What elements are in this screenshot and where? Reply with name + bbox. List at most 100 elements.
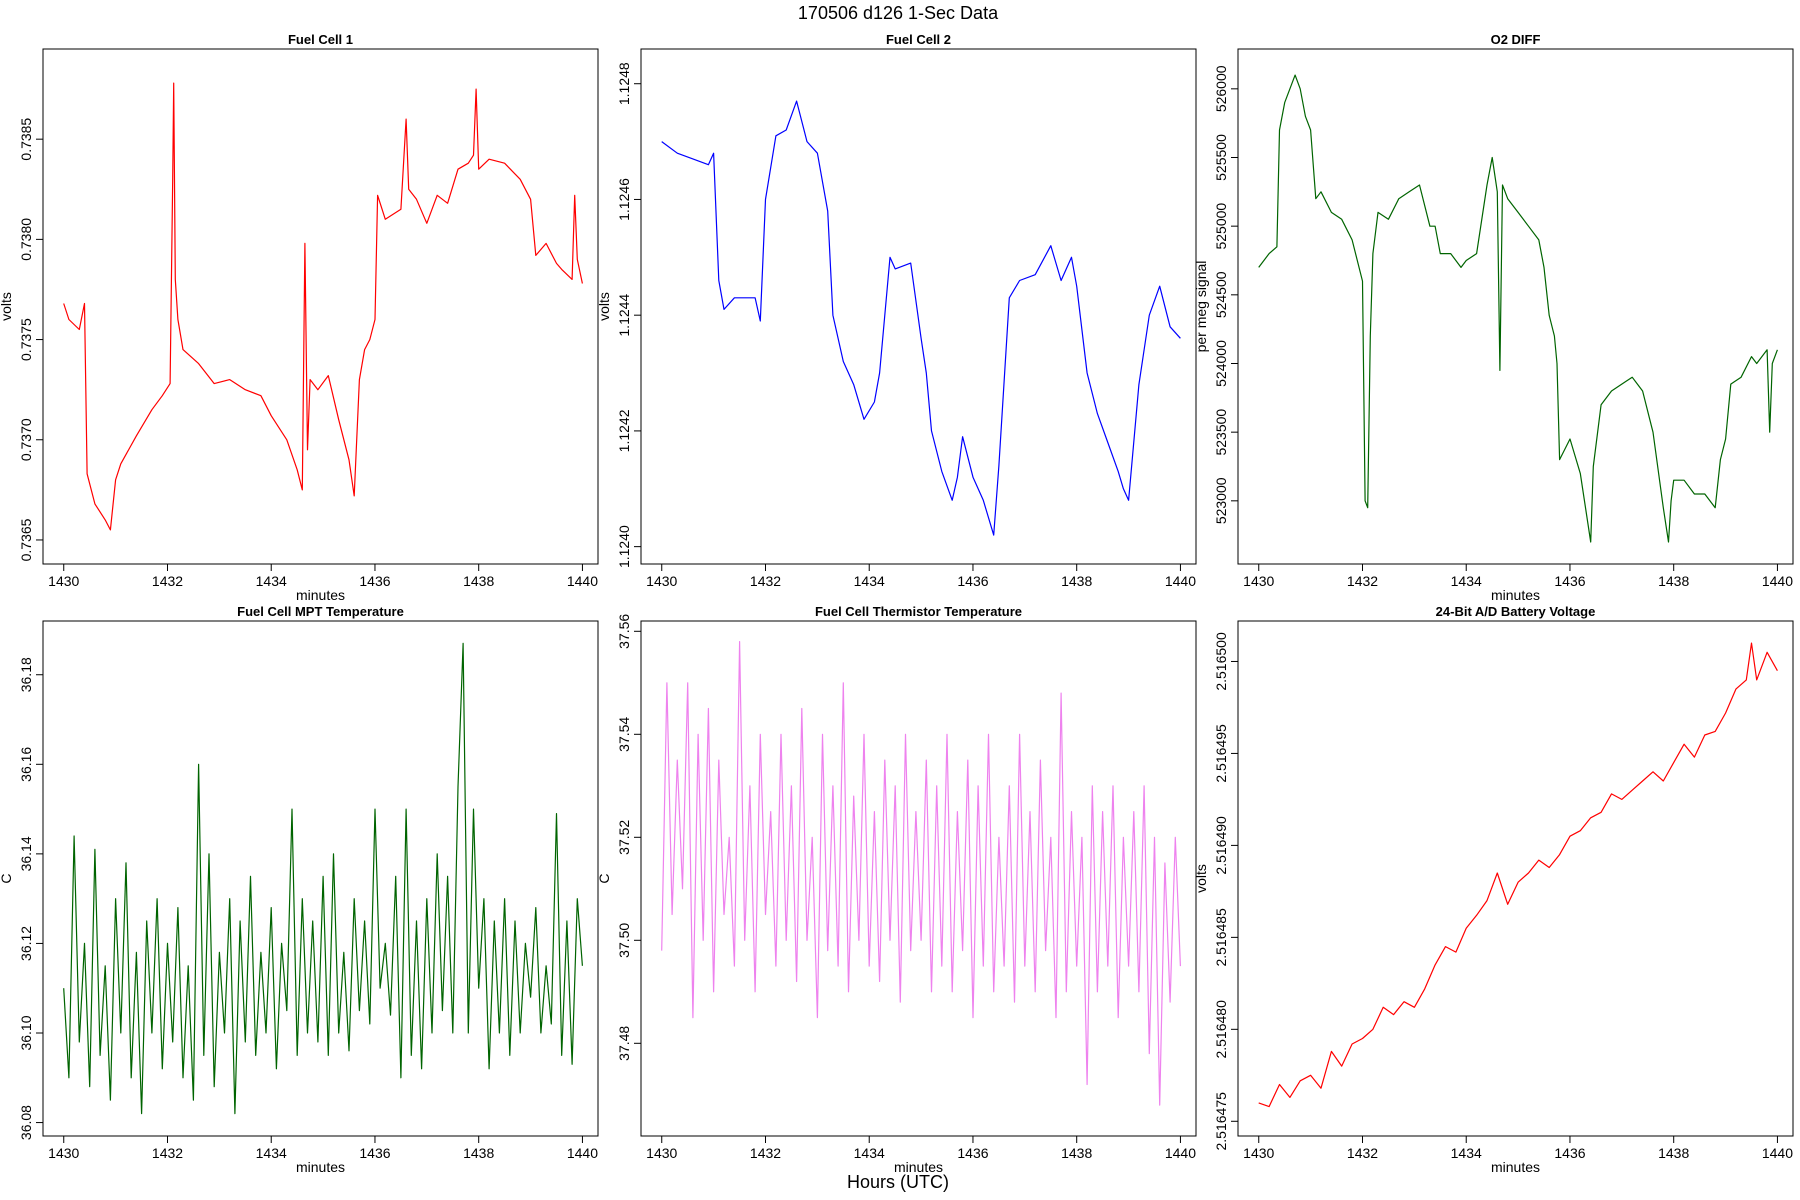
- panel-title: Fuel Cell 2: [886, 32, 951, 47]
- y-tick-label: 36.18: [18, 657, 34, 692]
- y-axis-label: volts: [596, 292, 612, 321]
- y-tick-label: 525500: [1213, 134, 1229, 181]
- x-tick-label: 1430: [48, 573, 79, 589]
- x-tick-label: 1434: [256, 573, 287, 589]
- x-tick-label: 1432: [750, 573, 781, 589]
- y-tick-label: 36.12: [18, 926, 34, 961]
- x-tick-label: 1440: [1165, 573, 1196, 589]
- chart-panels: Fuel Cell 1 1430 1432 1434 1436 1438 1440 0.736…: [0, 32, 1794, 1175]
- x-tick-label: 1436: [359, 1145, 390, 1161]
- x-tick-label: 1436: [1554, 573, 1585, 589]
- y-tick-label: 1.1242: [616, 409, 632, 452]
- x-axis-label: minutes: [894, 1159, 943, 1175]
- x-tick-label: 1430: [1243, 573, 1274, 589]
- x-tick-label: 1440: [1165, 1145, 1196, 1161]
- y-tick-label: 36.14: [18, 836, 34, 871]
- plot-frame: [1237, 48, 1794, 565]
- y-axis-label: volts: [1193, 864, 1209, 893]
- y-tick-label: 525000: [1213, 203, 1229, 250]
- x-tick-label: 1438: [463, 1145, 494, 1161]
- y-tick-label: 2.516495: [1213, 724, 1229, 783]
- series-line: [63, 82, 583, 531]
- x-tick-label: 1438: [1658, 573, 1689, 589]
- chart-panel-4: Fuel Cell MPT Temperature 1430 1432 1434 143…: [0, 604, 599, 1175]
- panel-title: Fuel Cell MPT Temperature: [237, 604, 404, 619]
- y-tick-label: 36.10: [18, 1015, 34, 1050]
- plot-frame: [1237, 620, 1794, 1137]
- plot-frame: [640, 620, 1197, 1137]
- plot-frame: [640, 48, 1197, 565]
- chart-panel-5: Fuel Cell Thermistor Temperature 1430 1432…: [596, 604, 1197, 1175]
- x-tick-label: 1438: [1061, 1145, 1092, 1161]
- figure-title: 170506 d126 1-Sec Data: [798, 3, 999, 23]
- x-tick-label: 1438: [1658, 1145, 1689, 1161]
- x-tick-label: 1436: [957, 573, 988, 589]
- y-tick-label: 0.7375: [18, 318, 34, 361]
- y-tick-label: 0.7370: [18, 418, 34, 461]
- x-tick-label: 1432: [1347, 573, 1378, 589]
- x-tick-label: 1430: [1243, 1145, 1274, 1161]
- y-tick-label: 523000: [1213, 477, 1229, 524]
- chart-panel-2: Fuel Cell 2 1430 1432 1434 1436 1438 1440 1.124…: [596, 32, 1197, 589]
- y-tick-label: 0.7380: [18, 218, 34, 261]
- x-tick-label: 1438: [1061, 573, 1092, 589]
- y-axis-label: C: [596, 873, 612, 883]
- y-tick-label: 2.516500: [1213, 632, 1229, 691]
- series-line: [63, 642, 583, 1115]
- x-axis-label: minutes: [296, 1159, 345, 1175]
- x-axis-label: minutes: [296, 587, 345, 603]
- x-tick-label: 1432: [1347, 1145, 1378, 1161]
- y-tick-label: 524000: [1213, 340, 1229, 387]
- y-tick-label: 0.7365: [18, 518, 34, 561]
- x-tick-label: 1432: [152, 573, 183, 589]
- y-tick-label: 37.52: [616, 820, 632, 855]
- x-tick-label: 1440: [567, 573, 598, 589]
- x-tick-label: 1430: [646, 1145, 677, 1161]
- y-tick-label: 1.1246: [616, 178, 632, 221]
- y-tick-label: 1.1244: [616, 294, 632, 337]
- x-tick-label: 1434: [1451, 1145, 1482, 1161]
- y-tick-label: 526000: [1213, 65, 1229, 112]
- x-tick-label: 1430: [48, 1145, 79, 1161]
- x-tick-label: 1432: [750, 1145, 781, 1161]
- y-tick-label: 523500: [1213, 409, 1229, 456]
- chart-panel-3: O2 DIFF 1430 1432 1434 1436 1438 1440 523000 523…: [1193, 32, 1794, 603]
- series-line: [661, 100, 1181, 536]
- y-tick-label: 524500: [1213, 271, 1229, 318]
- series-line: [1258, 642, 1778, 1108]
- x-tick-label: 1440: [1762, 1145, 1793, 1161]
- x-tick-label: 1436: [957, 1145, 988, 1161]
- y-tick-label: 37.56: [616, 614, 632, 649]
- x-axis-label: minutes: [1491, 1159, 1540, 1175]
- y-tick-label: 2.516480: [1213, 1000, 1229, 1059]
- x-tick-label: 1436: [359, 573, 390, 589]
- chart-panel-1: Fuel Cell 1 1430 1432 1434 1436 1438 1440 0.736…: [0, 32, 599, 603]
- panel-title: O2 DIFF: [1491, 32, 1541, 47]
- panel-title: Fuel Cell Thermistor Temperature: [815, 604, 1022, 619]
- panel-title: 24-Bit A/D Battery Voltage: [1436, 604, 1596, 619]
- y-tick-label: 36.08: [18, 1105, 34, 1140]
- plot-frame: [42, 620, 599, 1137]
- x-axis-label: minutes: [1491, 587, 1540, 603]
- x-tick-label: 1430: [646, 573, 677, 589]
- x-tick-label: 1434: [854, 1145, 885, 1161]
- y-axis-label: volts: [0, 292, 14, 321]
- y-tick-label: 2.516475: [1213, 1092, 1229, 1151]
- y-tick-label: 36.16: [18, 747, 34, 782]
- y-tick-label: 2.516490: [1213, 816, 1229, 875]
- y-tick-label: 2.516485: [1213, 908, 1229, 967]
- plot-frame: [42, 48, 599, 565]
- y-axis-label: C: [0, 873, 14, 883]
- x-tick-label: 1440: [567, 1145, 598, 1161]
- x-tick-label: 1436: [1554, 1145, 1585, 1161]
- y-tick-label: 0.7385: [18, 118, 34, 161]
- series-line: [661, 640, 1181, 1106]
- y-tick-label: 37.54: [616, 717, 632, 752]
- x-tick-label: 1434: [1451, 573, 1482, 589]
- y-axis-label: per meg signal: [1193, 261, 1209, 353]
- figure-xlabel: Hours (UTC): [847, 1172, 949, 1192]
- series-line: [1258, 74, 1778, 543]
- x-tick-label: 1440: [1762, 573, 1793, 589]
- x-tick-label: 1434: [854, 573, 885, 589]
- panel-title: Fuel Cell 1: [288, 32, 353, 47]
